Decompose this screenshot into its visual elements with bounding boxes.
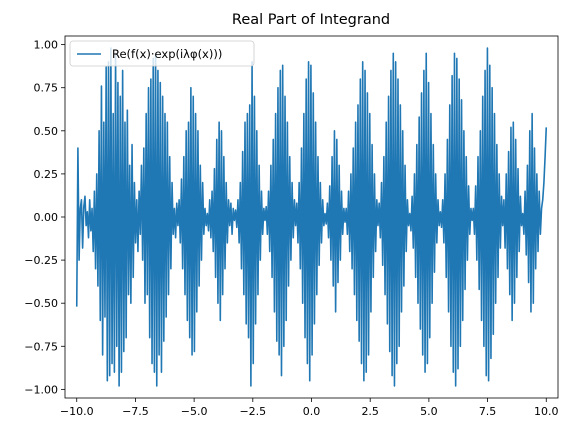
x-tick-label: 10.0 bbox=[534, 405, 559, 418]
y-tick-label: −0.75 bbox=[24, 340, 58, 353]
y-tick-label: −0.25 bbox=[24, 254, 58, 267]
x-tick-label: 0.0 bbox=[303, 405, 321, 418]
y-tick-label: −0.50 bbox=[24, 297, 58, 310]
x-axis: −10.0 −7.5 −5.0 −2.5 0.0 2.5 5.0 7.5 10.0 bbox=[60, 398, 559, 418]
y-tick-label: 0.50 bbox=[34, 125, 59, 138]
axes-frame bbox=[64, 35, 559, 399]
x-tick-label: 7.5 bbox=[479, 405, 497, 418]
y-axis: −1.00 −0.75 −0.50 −0.25 0.00 0.25 0.50 0.75 1.00 bbox=[24, 39, 65, 396]
x-tick-label: −2.5 bbox=[239, 405, 266, 418]
legend-label: Re(f(x)·exp(iλφ(x))) bbox=[112, 47, 222, 61]
x-tick-label: −7.5 bbox=[122, 405, 149, 418]
y-tick-label: −1.00 bbox=[24, 383, 58, 396]
x-tick-label: −10.0 bbox=[60, 405, 94, 418]
y-tick-label: 0.75 bbox=[34, 82, 59, 95]
x-tick-label: −5.0 bbox=[181, 405, 208, 418]
x-tick-label: 2.5 bbox=[361, 405, 379, 418]
x-tick-label: 5.0 bbox=[420, 405, 438, 418]
y-tick-label: 0.25 bbox=[34, 168, 59, 181]
y-tick-label: 0.00 bbox=[34, 211, 59, 224]
plot-area bbox=[75, 47, 548, 387]
chart-title: Real Part of Integrand bbox=[232, 12, 390, 28]
series-line bbox=[75, 47, 548, 387]
legend-box bbox=[69, 40, 255, 67]
legend: Re(f(x)·exp(iλφ(x))) bbox=[69, 40, 255, 67]
y-tick-label: 1.00 bbox=[34, 39, 59, 52]
